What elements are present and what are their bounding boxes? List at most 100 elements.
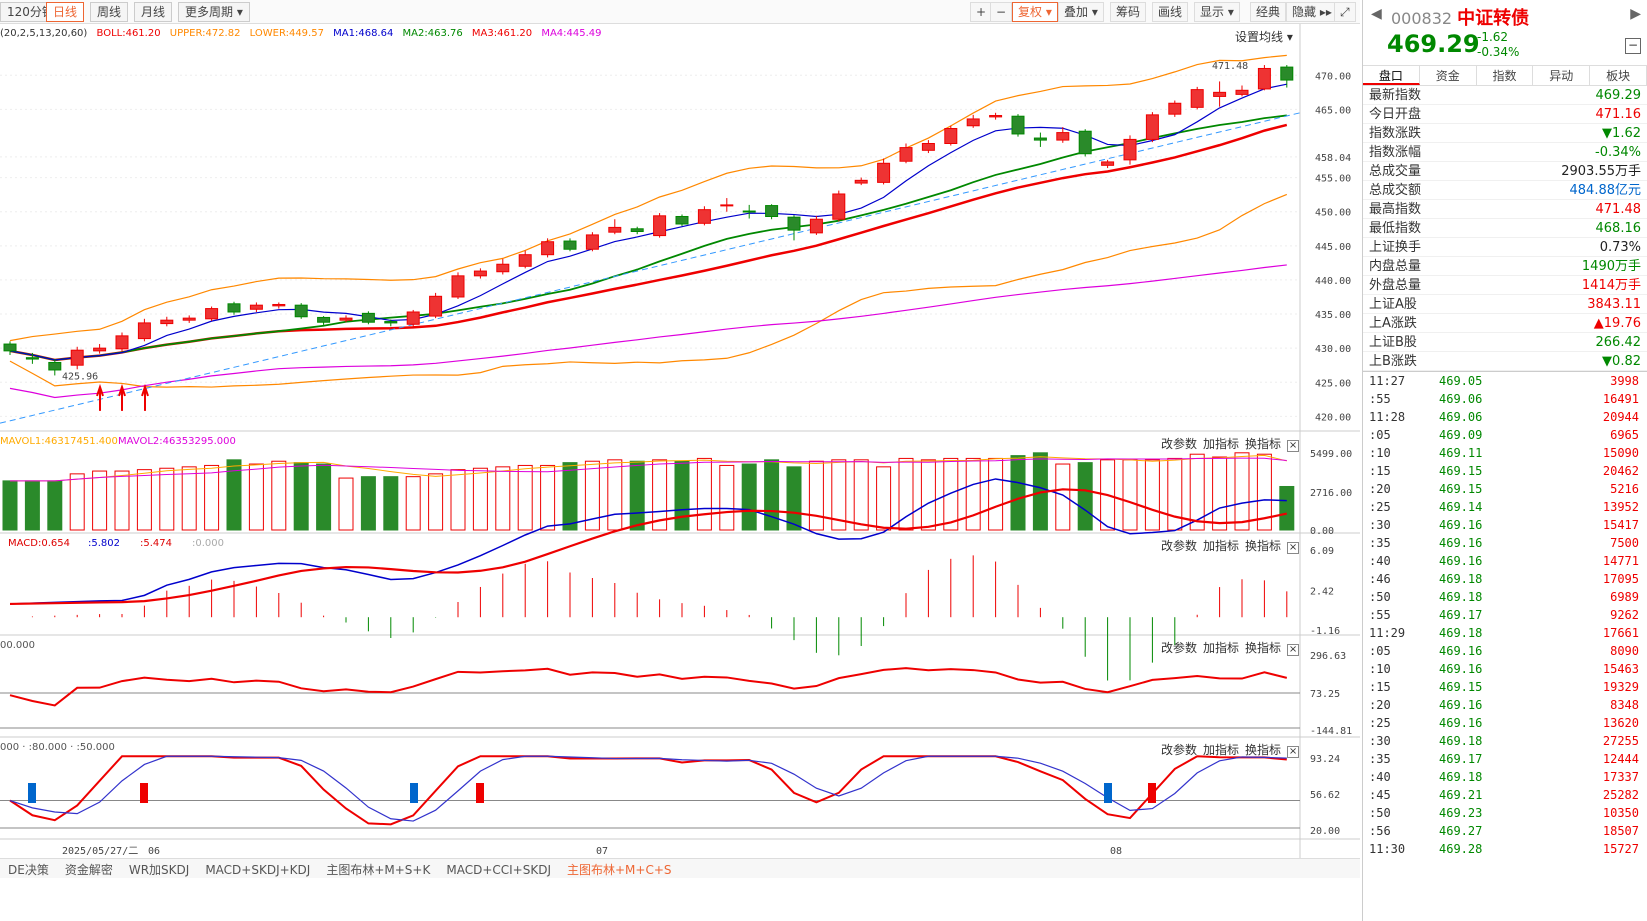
close-icon[interactable]: ×: [1287, 542, 1300, 554]
expand-icon[interactable]: ⤢: [1334, 2, 1356, 22]
stock-name: 中证转债: [1457, 8, 1530, 29]
candle-body: [70, 349, 84, 366]
candle-body: [854, 179, 868, 184]
quote-key: 内盘总量: [1369, 259, 1422, 274]
template-tab-1[interactable]: 资金解密: [64, 863, 113, 877]
template-tab-4[interactable]: 主图布林+M+S+K: [326, 863, 431, 877]
quote-value: 2903.55万手: [1561, 164, 1641, 179]
period-tab-1[interactable]: 日线: [46, 2, 85, 22]
tick-price: 469.17: [1439, 752, 1483, 766]
tick-volume: 3998: [1610, 374, 1639, 388]
template-tab-0[interactable]: DE决策: [8, 863, 49, 877]
close-icon[interactable]: ×: [1287, 746, 1300, 758]
collapse-icon[interactable]: −: [1625, 38, 1641, 54]
kdj-signal-marker: [1104, 783, 1112, 803]
period-tab-3[interactable]: 月线: [134, 2, 173, 22]
price-tick-label: 470.00: [1315, 71, 1351, 82]
switch-indicator-button[interactable]: 换指标: [1245, 437, 1282, 451]
close-icon[interactable]: ×: [1287, 440, 1300, 452]
period-tab-2[interactable]: 周线: [90, 2, 129, 22]
candle-body: [1213, 91, 1227, 97]
volume-bar: [226, 459, 242, 531]
candle-body: [832, 193, 846, 220]
toolbar-button-4[interactable]: 筹码: [1110, 2, 1147, 22]
change-params-button[interactable]: 改参数: [1161, 641, 1198, 655]
tick-price: 469.23: [1439, 806, 1483, 820]
toolbar-button-2[interactable]: 复权 ▾: [1012, 2, 1058, 22]
candle-body: [294, 304, 308, 318]
period-tab-4[interactable]: 更多周期 ▾: [178, 2, 250, 22]
quote-tab-4[interactable]: 板块: [1590, 66, 1647, 85]
volume-bar: [316, 463, 332, 531]
volume-bar: [853, 459, 869, 531]
toolbar-button-7[interactable]: 经典: [1250, 2, 1287, 22]
quote-row: 最新指数 469.29: [1363, 86, 1647, 105]
ma-settings-button[interactable]: 设置均线 ▾: [1235, 30, 1293, 44]
quote-tab-1[interactable]: 资金: [1420, 66, 1477, 85]
tick-volume: 14771: [1602, 554, 1639, 568]
ma2-line: [9, 114, 1287, 361]
change-params-button[interactable]: 改参数: [1161, 437, 1198, 451]
price-tick-label: 455.00: [1315, 174, 1351, 185]
tick-time: :25: [1369, 500, 1391, 514]
tick-row: :40 469.16 14771: [1363, 552, 1647, 570]
kline-chart[interactable]: 470.00 465.00 458.04 455.00 450.00 445.00 440.…: [0, 0, 1360, 858]
tick-row: :55 469.17 9262: [1363, 606, 1647, 624]
tick-time: :15: [1369, 680, 1391, 694]
quote-tab-0[interactable]: 盘口: [1363, 66, 1420, 85]
tick-volume: 17661: [1602, 626, 1639, 640]
toolbar-button-8[interactable]: 隐藏 ▸▸: [1286, 2, 1338, 22]
toolbar-button-5[interactable]: 画线: [1152, 2, 1189, 22]
trend-line: [0, 112, 1301, 424]
toolbar-button-3[interactable]: 叠加 ▾: [1058, 2, 1104, 22]
switch-indicator-button[interactable]: 换指标: [1245, 743, 1282, 757]
switch-indicator-button[interactable]: 换指标: [1245, 641, 1282, 655]
switch-indicator-button[interactable]: 换指标: [1245, 539, 1282, 553]
template-tab-5[interactable]: MACD+CCI+SKDJ: [446, 863, 551, 877]
tick-row: 11:27 469.05 3998: [1363, 372, 1647, 390]
toolbar-button-6[interactable]: 显示 ▾: [1194, 2, 1240, 22]
cci-tick-label: 296.63: [1310, 651, 1346, 662]
prev-stock-icon[interactable]: ◀: [1371, 6, 1382, 22]
close-icon[interactable]: ×: [1287, 644, 1300, 656]
volume-bar: [764, 459, 780, 531]
add-indicator-button[interactable]: 加指标: [1203, 539, 1240, 553]
tick-row: :10 469.11 15090: [1363, 444, 1647, 462]
tick-volume: 19329: [1602, 680, 1639, 694]
template-tab-3[interactable]: MACD+SKDJ+KDJ: [205, 863, 311, 877]
vol-tick-label: 0.00: [1310, 526, 1334, 537]
candle-body: [541, 241, 555, 256]
tick-time: :10: [1369, 446, 1391, 460]
candle-body: [921, 143, 935, 151]
tick-price: 469.18: [1439, 590, 1483, 604]
add-indicator-button[interactable]: 加指标: [1203, 743, 1240, 757]
stock-header: ◀ 000832 中证转债 ▶ 469.29 -1.62 -0.34% −: [1363, 0, 1647, 66]
candle-body: [3, 343, 17, 352]
add-indicator-button[interactable]: 加指标: [1203, 437, 1240, 451]
kdj-tick-label: 56.62: [1310, 790, 1340, 801]
template-tab-2[interactable]: WR加SKDJ: [128, 863, 190, 877]
volume-bar: [898, 457, 914, 531]
quote-key: 指数涨幅: [1369, 145, 1422, 160]
change-params-button[interactable]: 改参数: [1161, 743, 1198, 757]
tick-volume: 20944: [1602, 410, 1639, 424]
tick-row: :05 469.09 6965: [1363, 426, 1647, 444]
ma4-value: MA4:445.49: [541, 28, 602, 39]
tick-row: :30 469.18 27255: [1363, 732, 1647, 750]
tick-time: :05: [1369, 644, 1391, 658]
candle-body: [585, 234, 599, 250]
template-tab-6[interactable]: 主图布林+M+C+S: [567, 863, 672, 877]
add-indicator-button[interactable]: 加指标: [1203, 641, 1240, 655]
change-params-button[interactable]: 改参数: [1161, 539, 1198, 553]
quote-tab-3[interactable]: 异动: [1533, 66, 1591, 85]
tick-row: :25 469.16 13620: [1363, 714, 1647, 732]
vol-tick-label: 5499.00: [1310, 449, 1352, 460]
next-stock-icon[interactable]: ▶: [1630, 6, 1641, 22]
ma1-line: [9, 83, 1287, 361]
quote-tab-2[interactable]: 指数: [1477, 66, 1534, 85]
quote-value: 469.29: [1595, 88, 1642, 103]
macd-dif-line: [9, 478, 1287, 605]
toolbar-button-1[interactable]: −: [990, 2, 1013, 22]
tick-volume: 17095: [1602, 572, 1639, 586]
quote-row: 今日开盘 471.16: [1363, 105, 1647, 124]
